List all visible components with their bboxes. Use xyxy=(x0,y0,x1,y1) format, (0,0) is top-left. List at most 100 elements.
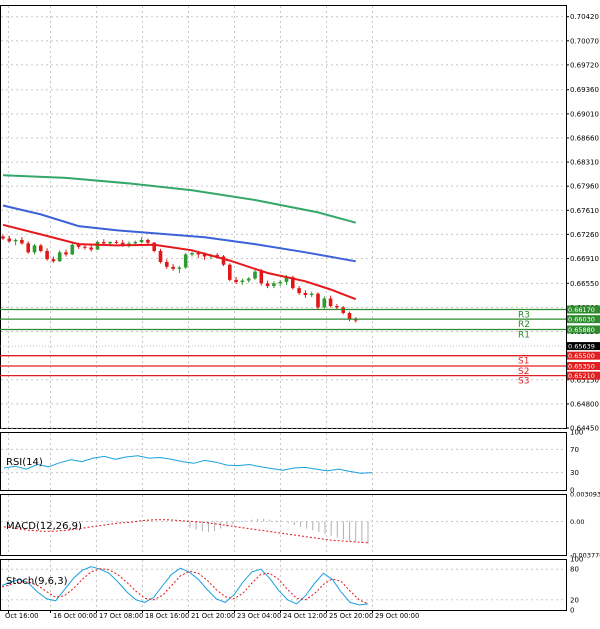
candle-body xyxy=(26,243,30,253)
candle-body xyxy=(335,306,339,308)
level-badge xyxy=(567,351,600,360)
level-label: S3 xyxy=(518,377,529,387)
candle-body xyxy=(284,277,289,282)
level-value: 0.65880 xyxy=(568,326,595,334)
candle-body xyxy=(291,277,295,289)
x-tick-label: Oct 16:00 xyxy=(5,612,39,620)
y-tick-label: 0.69360 xyxy=(570,86,599,94)
stoch-title: Stoch(9,6,3) xyxy=(6,576,68,587)
candle-body xyxy=(13,239,18,242)
candle-body xyxy=(120,242,125,246)
candle-body xyxy=(246,278,251,281)
candle-body xyxy=(309,293,314,296)
macd-y-tick-label: 0.003093 xyxy=(570,491,600,499)
y-tick-label: 0.68660 xyxy=(570,134,599,142)
candle-body xyxy=(272,283,276,287)
moving-average-line xyxy=(2,223,357,301)
candle-body xyxy=(202,254,207,257)
stoch-panel-frame xyxy=(0,559,567,611)
y-tick-label: 0.69720 xyxy=(570,61,599,69)
candle-body xyxy=(20,239,24,244)
candle-body xyxy=(278,281,282,284)
level-label: R2 xyxy=(518,320,530,330)
candle-body xyxy=(158,250,163,262)
candle-body xyxy=(177,267,182,269)
candle-body xyxy=(39,245,43,251)
rsi-panel-frame xyxy=(0,432,567,491)
stoch-y-tick-label: 80 xyxy=(570,566,579,574)
candle-body xyxy=(328,298,333,307)
level-value: 0.65350 xyxy=(568,362,595,370)
candle-body xyxy=(7,238,12,242)
candle-body xyxy=(265,283,270,287)
candle-body xyxy=(303,292,308,296)
y-tick-label: 0.67960 xyxy=(570,183,599,191)
candle-body xyxy=(146,239,150,243)
candle-body xyxy=(133,241,138,244)
rsi-y-tick-label: 30 xyxy=(570,469,579,477)
candle-body xyxy=(253,271,257,279)
x-tick-label: 23 Oct 04:00 xyxy=(237,612,281,620)
rsi-y-tick-label: 70 xyxy=(570,446,579,454)
stoch-y-tick-label: 20 xyxy=(570,596,579,604)
level-value: 0.66030 xyxy=(568,316,595,324)
y-tick-label: 0.67260 xyxy=(570,231,599,239)
candle-body xyxy=(322,298,327,308)
candle-body xyxy=(259,271,264,284)
candle-body xyxy=(196,253,201,255)
level-value: 0.65500 xyxy=(568,352,595,360)
x-tick-label: 25 Oct 20:00 xyxy=(329,612,373,620)
rsi-y-tick-label: 100 xyxy=(570,429,583,437)
y-tick-label: 0.69010 xyxy=(570,110,599,118)
candle-body xyxy=(165,261,169,267)
y-tick-label: 0.64450 xyxy=(570,425,599,433)
candle-body xyxy=(152,242,156,251)
candle-body xyxy=(89,247,93,250)
stoch-main-line xyxy=(1,566,369,606)
price-panel-frame xyxy=(0,5,567,429)
y-tick-label: 0.66550 xyxy=(570,280,599,288)
candle-body xyxy=(316,293,320,308)
candle-body xyxy=(1,236,5,239)
y-tick-label: 0.70070 xyxy=(570,37,599,45)
x-tick-label: 18 Oct 16:00 xyxy=(145,612,189,620)
candle-body xyxy=(171,266,175,269)
candle-body xyxy=(57,252,62,262)
moving-average-line xyxy=(2,174,357,224)
y-tick-label: 0.68310 xyxy=(570,159,599,167)
candle-body xyxy=(108,241,112,244)
level-badge xyxy=(567,361,600,370)
candle-body xyxy=(32,245,37,253)
candle-body xyxy=(70,244,75,255)
candle-body xyxy=(228,264,232,280)
candle-body xyxy=(114,241,119,243)
level-value: 0.66170 xyxy=(568,306,595,314)
level-value: 0.65210 xyxy=(568,372,595,380)
stoch-y-tick-label: 0 xyxy=(570,607,574,615)
macd-title: MACD(12,26,9) xyxy=(6,521,82,532)
level-badge xyxy=(567,315,600,324)
candle-body xyxy=(297,288,301,293)
candle-body xyxy=(215,255,219,257)
candle-body xyxy=(51,259,56,262)
macd-panel-frame xyxy=(0,494,567,556)
y-tick-label: 0.67610 xyxy=(570,207,599,215)
macd-y-tick-label: 0.00 xyxy=(570,518,584,526)
level-badge xyxy=(567,325,600,334)
candle-body xyxy=(83,246,87,248)
candle-body xyxy=(102,241,106,244)
candle-body xyxy=(76,244,81,247)
current-price-badge xyxy=(567,342,600,351)
candle-body xyxy=(95,241,100,250)
y-tick-label: 0.64800 xyxy=(570,400,599,408)
level-label: S2 xyxy=(518,367,529,377)
y-tick-label: 0.66910 xyxy=(570,255,599,263)
candle-body xyxy=(354,319,358,321)
moving-average-line xyxy=(2,204,356,263)
x-tick-label: 16 Oct 00:00 xyxy=(53,612,97,620)
candle-body xyxy=(64,252,68,255)
level-label: R3 xyxy=(518,311,530,321)
x-tick-label: 24 Oct 12:00 xyxy=(283,612,327,620)
x-tick-label: 17 Oct 08:00 xyxy=(99,612,143,620)
candle-body xyxy=(45,250,49,260)
